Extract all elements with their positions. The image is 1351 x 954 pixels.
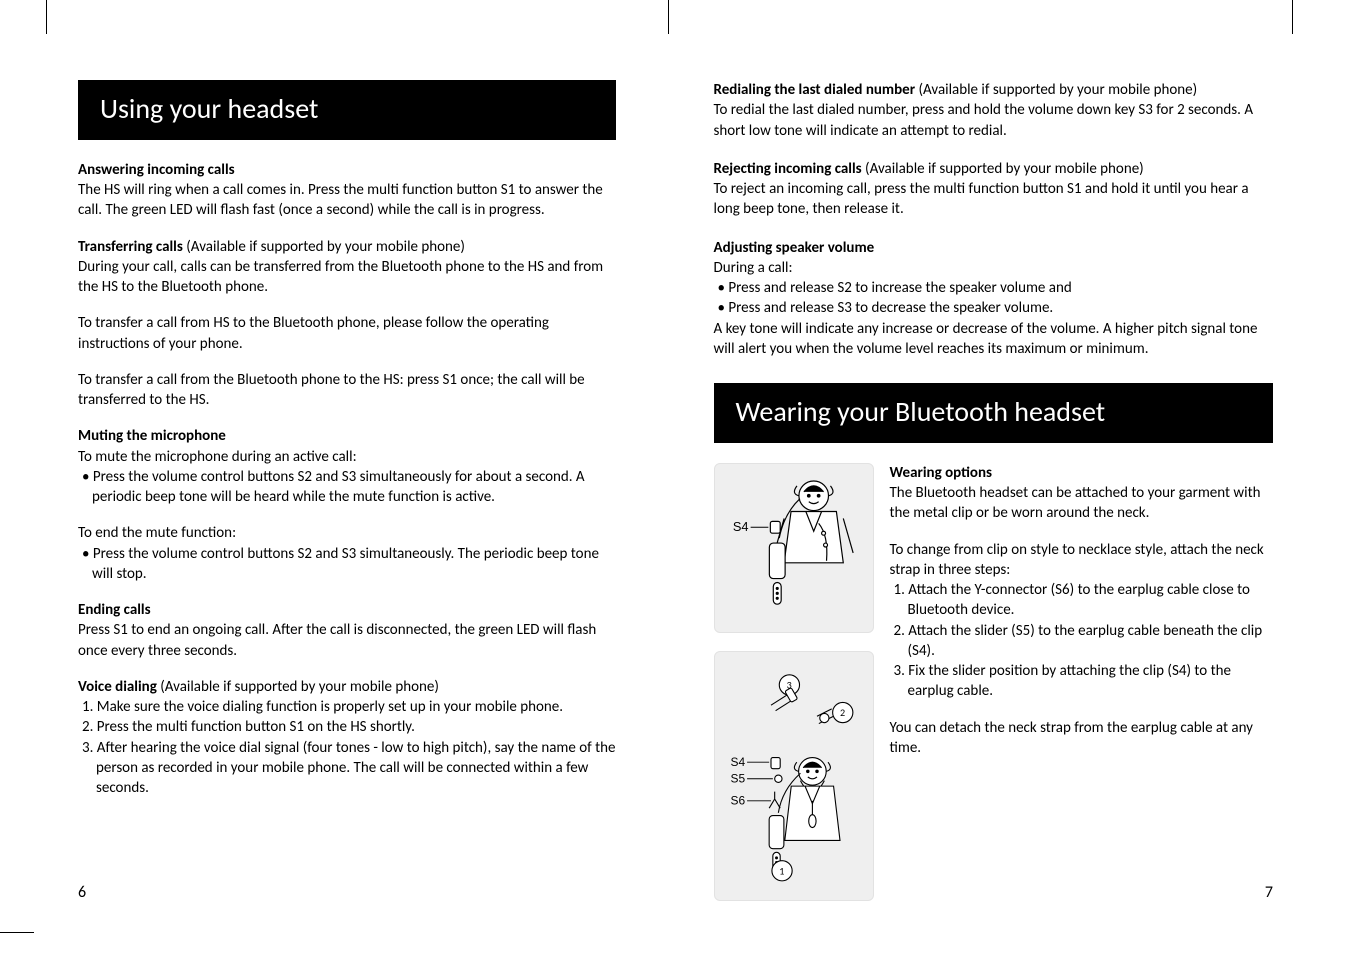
- page-spread: Using your headset Answering incoming ca…: [0, 0, 1351, 954]
- illustration-column: S4 3 2: [714, 463, 874, 919]
- text-transfer1: During your call, calls can be transferr…: [78, 258, 603, 296]
- badge-2: 2: [840, 706, 845, 719]
- text-wear3: You can detach the neck strap from the e…: [890, 718, 1274, 759]
- label-s4-b: S4: [730, 755, 745, 769]
- wear-step-2: 2. Attach the slider (S5) to the earplug…: [890, 621, 1274, 662]
- text-mute2: To end the mute function:: [78, 523, 616, 543]
- para-adjust: Adjusting speaker volume During a call:: [714, 238, 1274, 279]
- heading-adjust: Adjusting speaker volume: [714, 239, 875, 257]
- para-mute: Muting the microphone To mute the microp…: [78, 426, 616, 467]
- text-mute1: To mute the microphone during an active …: [78, 448, 357, 466]
- heading-answering: Answering incoming calls: [78, 161, 235, 179]
- page-number-left: 6: [78, 882, 86, 904]
- para-answering: Answering incoming calls The HS will rin…: [78, 160, 616, 221]
- para-voice: Voice dialing (Available if supported by…: [78, 677, 616, 697]
- label-s5: S5: [730, 771, 745, 785]
- voice-step-3: 3. After hearing the voice dial signal (…: [78, 738, 616, 799]
- para-end: Ending calls Press S1 to end an ongoing …: [78, 600, 616, 661]
- heading-wearing-options: Wearing options: [890, 463, 1274, 483]
- bullet-mute1: • Press the volume control buttons S2 an…: [78, 467, 616, 508]
- text-answering: The HS will ring when a call comes in. P…: [78, 181, 603, 219]
- text-voice-avail: (Available if supported by your mobile p…: [157, 678, 439, 696]
- text-end: Press S1 to end an ongoing call. After t…: [78, 621, 596, 659]
- text-wear2: To change from clip on style to necklace…: [890, 540, 1274, 581]
- section-header-wearing: Wearing your Bluetooth headset: [714, 383, 1274, 443]
- illustration-necklace-style: 3 2: [714, 651, 874, 901]
- heading-reject: Rejecting incoming calls: [714, 160, 862, 178]
- label-s6: S6: [730, 793, 745, 807]
- para-transfer: Transferring calls (Available if support…: [78, 237, 616, 298]
- text-transfer-avail: (Available if supported by your mobile p…: [183, 238, 465, 256]
- text-redial: To redial the last dialed number, press …: [714, 101, 1254, 139]
- text-adjust1: During a call:: [714, 259, 793, 277]
- para-redial: Redialing the last dialed number (Availa…: [714, 80, 1274, 141]
- page-left: Using your headset Answering incoming ca…: [0, 0, 676, 954]
- heading-voice: Voice dialing: [78, 678, 157, 696]
- heading-end: Ending calls: [78, 601, 151, 619]
- illustration-clip-style: S4: [714, 463, 874, 633]
- wearing-block: S4 3 2: [714, 463, 1274, 919]
- voice-step-2: 2. Press the multi function button S1 on…: [78, 717, 616, 737]
- heading-mute: Muting the microphone: [78, 427, 226, 445]
- text-transfer3: To transfer a call from the Bluetooth ph…: [78, 370, 616, 411]
- voice-step-1: 1. Make sure the voice dialing function …: [78, 697, 616, 717]
- wear-step-3: 3. Fix the slider position by attaching …: [890, 661, 1274, 702]
- wear-step-1: 1. Attach the Y-connector (S6) to the ea…: [890, 580, 1274, 621]
- page-right: Redialing the last dialed number (Availa…: [676, 0, 1351, 954]
- para-reject: Rejecting incoming calls (Available if s…: [714, 159, 1274, 220]
- text-wear1: The Bluetooth headset can be attached to…: [890, 483, 1274, 524]
- badge-1: 1: [779, 864, 784, 877]
- heading-redial: Redialing the last dialed number: [714, 81, 916, 99]
- bullet-adjust2: • Press and release S3 to decrease the s…: [714, 298, 1274, 318]
- clip-style-svg: S4: [725, 473, 863, 623]
- page-number-right: 7: [1265, 882, 1273, 904]
- text-reject: To reject an incoming call, press the mu…: [714, 180, 1249, 218]
- text-reject-avail: (Available if supported by your mobile p…: [862, 160, 1144, 178]
- wearing-text-column: Wearing options The Bluetooth headset ca…: [890, 463, 1274, 919]
- text-adjust2: A key tone will indicate any increase or…: [714, 319, 1274, 360]
- text-transfer2: To transfer a call from HS to the Blueto…: [78, 313, 616, 354]
- section-header-using: Using your headset: [78, 80, 616, 140]
- necklace-style-svg: 3 2: [725, 661, 863, 891]
- heading-transfer: Transferring calls: [78, 238, 183, 256]
- text-redial-avail: (Available if supported by your mobile p…: [915, 81, 1197, 99]
- label-s4-a: S4: [732, 519, 748, 534]
- bullet-mute2: • Press the volume control buttons S2 an…: [78, 544, 616, 585]
- bullet-adjust1: • Press and release S2 to increase the s…: [714, 278, 1274, 298]
